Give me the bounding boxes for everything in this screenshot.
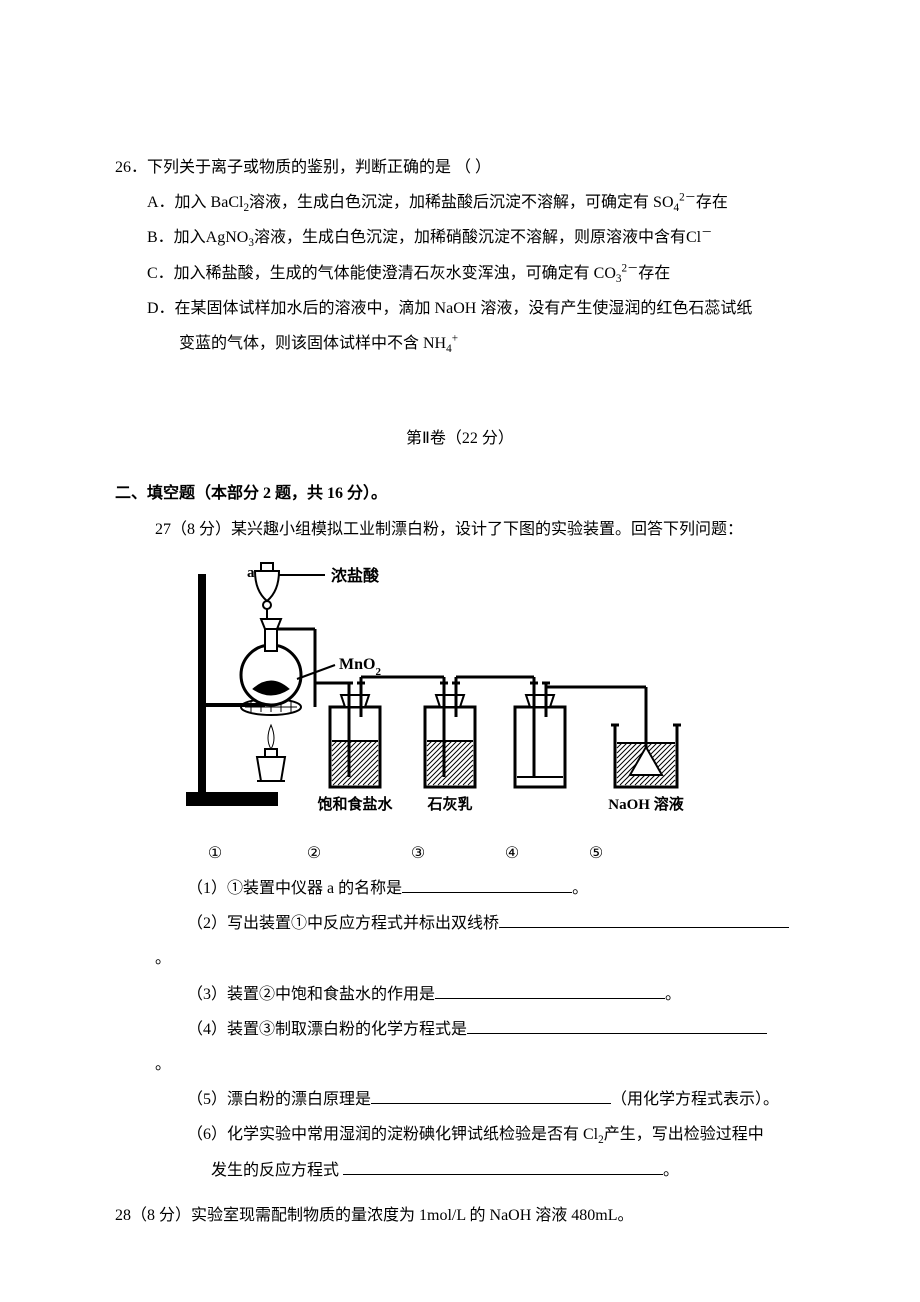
q27-p6-line2: 发生的反应方程式 。 [211, 1153, 805, 1188]
q27-p1-end: 。 [572, 880, 588, 897]
q26-b-mid1: 溶液，生成白色沉淀，加稀硝酸沉淀不溶解，则原溶液中含有Cl [254, 229, 701, 246]
svg-text:a: a [247, 565, 255, 581]
svg-text:石灰乳: 石灰乳 [426, 795, 472, 813]
q27-p5-end: （用化学方程式表示）。 [611, 1091, 779, 1108]
q26-option-c: C．加入稀盐酸，生成的气体能使澄清石灰水变浑浊，可确定有 CO32－存在 [147, 256, 805, 291]
q26-c-pre: C．加入稀盐酸，生成的气体能使澄清石灰水变浑浊，可确定有 CO [147, 265, 616, 282]
q26-a-post: 存在 [696, 194, 728, 211]
q27-p2: （2）写出装置①中反应方程式并标出双线桥 [187, 906, 805, 941]
q28-stem: 28（8 分）实验室现需配制物质的量浓度为 1mol/L 的 NaOH 溶液 4… [115, 1198, 805, 1233]
q26-option-a: A．加入 BaCl2溶液，生成白色沉淀，加稀盐酸后沉淀不溶解，可确定有 SO42… [147, 185, 805, 220]
q27-p3-text: （3）装置②中饱和食盐水的作用是 [187, 986, 435, 1003]
q27-p5-text: （5）漂白粉的漂白原理是 [187, 1091, 371, 1108]
q27-p6-post: 产生，写出检验过程中 [604, 1126, 764, 1143]
apparatus-diagram: a 浓盐酸 MnO2 饱和食盐水 石灰乳 NaOH 溶液 [175, 557, 805, 830]
diagram-label-5: ⑤ [561, 836, 631, 871]
q26-option-b: B．加入AgNO3溶液，生成白色沉淀，加稀硝酸沉淀不溶解，则原溶液中含有Cl－ [147, 220, 805, 255]
q27-p6-l2-pre: 发生的反应方程式 [211, 1162, 343, 1179]
diagram-label-2: ② [259, 836, 369, 871]
diagram-label-3: ③ [373, 836, 463, 871]
diagram-label-1: ① [175, 836, 255, 871]
q27-stem: 27（8 分）某兴趣小组模拟工业制漂白粉，设计了下图的实验装置。回答下列问题： [155, 512, 805, 547]
q27-p6-pre: （6）化学实验中常用湿润的淀粉碘化钾试纸检验是否有 Cl [187, 1126, 598, 1143]
q27-p5: （5）漂白粉的漂白原理是 （用化学方程式表示）。 [187, 1082, 805, 1117]
blank-p6[interactable] [343, 1158, 663, 1175]
diagram-label-row: ① ② ③ ④ ⑤ [175, 836, 805, 871]
q26-option-d-line2: 变蓝的气体，则该固体试样中不含 NH4+ [179, 326, 805, 361]
q26-a-text: A．加入 BaCl [147, 194, 243, 211]
blank-p4[interactable] [467, 1017, 767, 1034]
q26-c-sup1: 2－ [622, 262, 639, 274]
q26-d-pre: D．在某固体试样加水后的溶液中，滴加 NaOH 溶液，没有产生使湿润的红色石蕊试… [147, 300, 752, 317]
q26-option-d-line1: D．在某固体试样加水后的溶液中，滴加 NaOH 溶液，没有产生使湿润的红色石蕊试… [147, 291, 805, 326]
q27-p4-text: （4）装置③制取漂白粉的化学方程式是 [187, 1021, 467, 1038]
q26-b-pre: B．加入AgNO [147, 229, 248, 246]
q27-p2-text: （2）写出装置①中反应方程式并标出双线桥 [187, 915, 499, 932]
q26-b-sup1: － [701, 227, 712, 239]
q26-d-cont: 变蓝的气体，则该固体试样中不含 NH [179, 335, 446, 352]
q27-p1-text: （1）①装置中仪器 a 的名称是 [187, 880, 402, 897]
svg-text:浓盐酸: 浓盐酸 [331, 566, 380, 585]
q27-p1: （1）①装置中仪器 a 的名称是 。 [187, 871, 805, 906]
q27-p6-line1: （6）化学实验中常用湿润的淀粉碘化钾试纸检验是否有 Cl2产生，写出检验过程中 [187, 1117, 805, 1152]
q26-a-mid1: 溶液，生成白色沉淀，加稀盐酸后沉淀不溶解，可确定有 SO [249, 194, 673, 211]
blank-p2[interactable] [499, 911, 789, 928]
section2-heading: 二、填空题（本部分 2 题，共 16 分）。 [115, 476, 805, 511]
q27-p4: （4）装置③制取漂白粉的化学方程式是 [187, 1012, 805, 1047]
svg-text:MnO2: MnO2 [339, 656, 381, 678]
q26-d-sup1: + [452, 333, 458, 345]
q27-p4-line2: 。 [155, 1047, 805, 1082]
svg-text:NaOH 溶液: NaOH 溶液 [608, 795, 684, 813]
q26-a-sub2: 4 [674, 202, 680, 214]
q27-p2-line2: 。 [155, 941, 805, 976]
q27-p3: （3）装置②中饱和食盐水的作用是 。 [187, 977, 805, 1012]
q26-c-sub1: 3 [616, 273, 622, 285]
blank-p5[interactable] [371, 1087, 611, 1104]
apparatus-svg: a 浓盐酸 MnO2 饱和食盐水 石灰乳 NaOH 溶液 [175, 557, 685, 817]
blank-p3[interactable] [435, 982, 665, 999]
q26-c-post: 存在 [638, 265, 670, 282]
section2-title: 第Ⅱ卷（22 分） [115, 421, 805, 456]
q27-p3-end: 。 [665, 986, 681, 1003]
diagram-label-4: ④ [467, 836, 557, 871]
q26-d-sub1: 4 [446, 343, 452, 355]
svg-text:饱和食盐水: 饱和食盐水 [317, 795, 393, 813]
q26-a-sup2: 2－ [679, 192, 696, 204]
q26-stem: 26．下列关于离子或物质的鉴别，判断正确的是 （ ） [115, 150, 805, 185]
blank-p1[interactable] [402, 876, 572, 893]
q27-p6-l2-end: 。 [663, 1162, 679, 1179]
